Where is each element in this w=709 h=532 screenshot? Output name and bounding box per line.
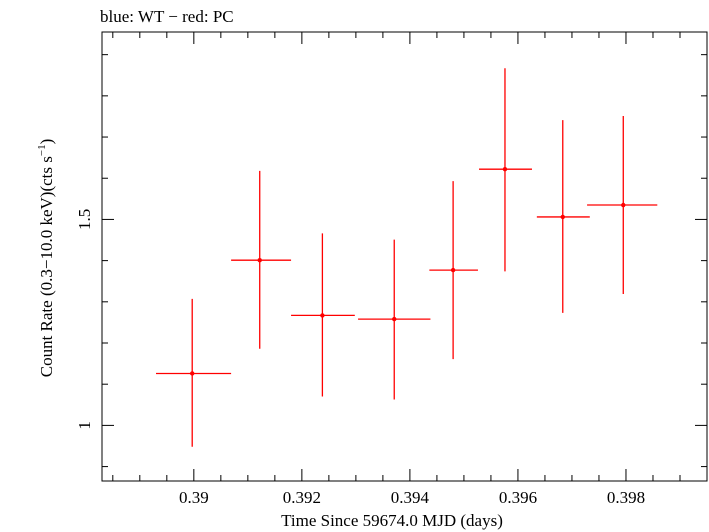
y-tick-label: 1.5 [75,209,94,230]
data-point [429,181,478,360]
data-point [231,170,292,349]
y-axis-label-main: Count Rate (0.3−10.0 keV)(cts s [37,156,56,377]
point-marker [621,202,626,208]
x-tick-label: 0.39 [179,488,209,507]
y-axis-label-sup: −1 [36,144,48,156]
x-axis-label: Time Since 59674.0 MJD (days) [281,511,503,530]
data-point [156,298,232,447]
x-tick-label: 0.398 [607,488,645,507]
y-axis-label: Count Rate (0.3−10.0 keV)(cts s−1) [36,139,56,378]
data-point [536,120,590,313]
data-series [156,68,658,447]
y-tick-label: 1 [75,421,94,430]
point-marker [320,313,325,318]
x-tick-label: 0.392 [283,488,321,507]
point-marker [450,267,456,273]
point-marker [502,166,508,172]
x-tick-label: 0.396 [499,488,537,507]
point-marker [190,371,195,376]
data-point [479,68,532,272]
point-marker [257,258,262,263]
x-tick-label: 0.394 [391,488,430,507]
data-point [291,233,355,397]
point-marker [560,214,565,220]
plot-frame [101,31,708,482]
tick-labels: 0.39 0.392 0.394 0.396 0.398 1 1.5 [75,209,645,507]
point-marker [392,316,397,322]
data-point [358,239,431,400]
chart-title: blue: WT − red: PC [100,7,234,26]
axis-ticks [102,32,708,481]
y-axis-label-close: ) [37,139,56,145]
data-point [587,116,658,294]
